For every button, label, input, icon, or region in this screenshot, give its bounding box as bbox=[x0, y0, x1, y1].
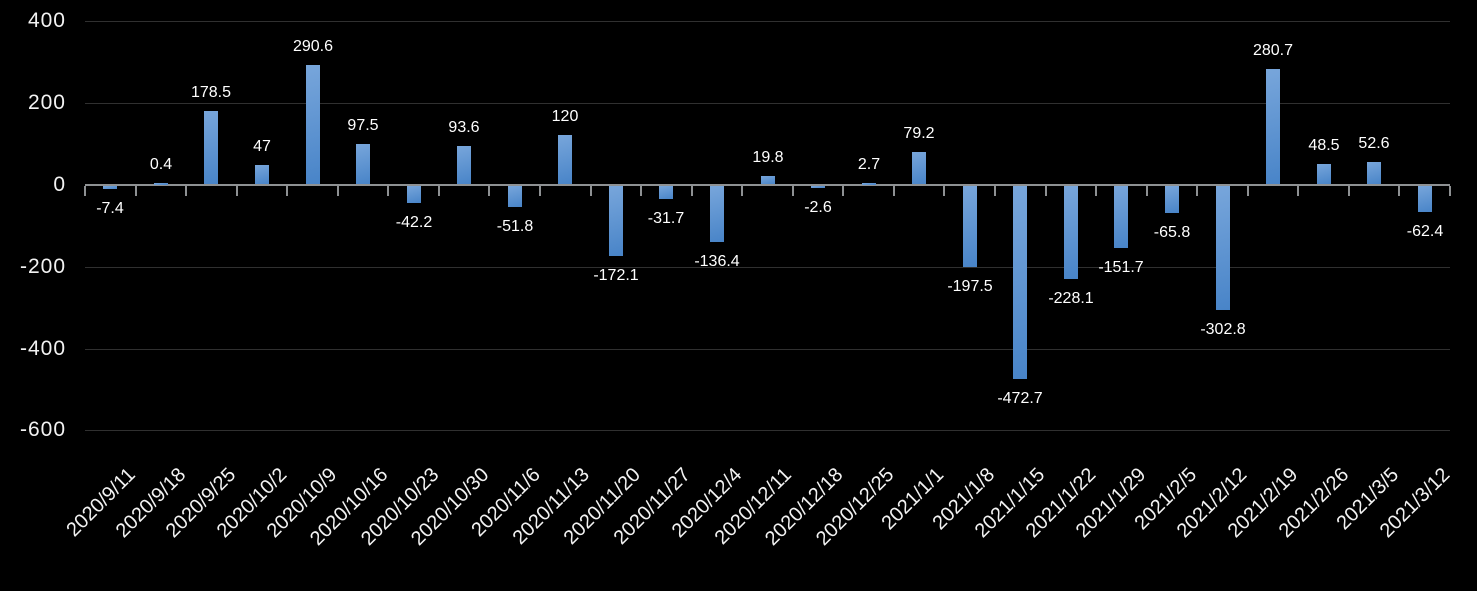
bar-value-label: 93.6 bbox=[448, 119, 480, 136]
x-axis-tick-mark bbox=[1398, 186, 1400, 196]
x-axis-tick-mark bbox=[1095, 186, 1097, 196]
x-axis-tick-mark bbox=[185, 186, 187, 196]
x-axis-tick-mark bbox=[590, 186, 592, 196]
bar-value-label: -472.7 bbox=[997, 390, 1043, 407]
bar-value-label: 2.7 bbox=[857, 156, 881, 173]
bar-value-label: -302.8 bbox=[1200, 321, 1246, 338]
bar-value-label: -31.7 bbox=[647, 210, 685, 227]
x-axis-tick-mark bbox=[337, 186, 339, 196]
bar bbox=[508, 186, 522, 207]
y-tick-label: 200 bbox=[27, 91, 66, 114]
x-axis-tick-mark bbox=[1297, 186, 1299, 196]
bar bbox=[963, 186, 977, 267]
bar-value-label: 79.2 bbox=[903, 125, 935, 142]
x-axis-tick-mark bbox=[84, 186, 86, 196]
bar bbox=[609, 186, 623, 256]
x-axis-tick-mark bbox=[893, 186, 895, 196]
bar-value-label: 19.8 bbox=[752, 149, 784, 166]
bar bbox=[1317, 164, 1331, 184]
x-axis-tick-mark bbox=[135, 186, 137, 196]
x-axis-tick-mark bbox=[236, 186, 238, 196]
x-axis-tick-mark bbox=[842, 186, 844, 196]
bar bbox=[1114, 186, 1128, 248]
y-tick-label: -400 bbox=[19, 337, 66, 360]
bar-value-label: -151.7 bbox=[1098, 259, 1144, 276]
x-axis-tick-mark bbox=[286, 186, 288, 196]
bar bbox=[1064, 186, 1078, 279]
x-axis-tick-mark bbox=[994, 186, 996, 196]
bar-value-label: 47 bbox=[253, 138, 271, 155]
x-axis-tick-mark bbox=[539, 186, 541, 196]
bar-value-label: -172.1 bbox=[593, 267, 639, 284]
bar bbox=[558, 135, 572, 184]
x-axis-line bbox=[85, 184, 1450, 186]
bar bbox=[1165, 186, 1179, 213]
gridline bbox=[85, 267, 1450, 268]
bar bbox=[1367, 162, 1381, 184]
bar bbox=[811, 186, 825, 188]
gridline bbox=[85, 103, 1450, 104]
x-axis-tick-mark bbox=[1247, 186, 1249, 196]
bar bbox=[659, 186, 673, 199]
x-axis-tick-mark bbox=[488, 186, 490, 196]
y-tick-label: 0 bbox=[53, 173, 66, 196]
x-axis-tick-mark bbox=[741, 186, 743, 196]
x-axis-tick-mark bbox=[1146, 186, 1148, 196]
bar bbox=[457, 146, 471, 184]
bar-value-label: -228.1 bbox=[1048, 290, 1094, 307]
bar bbox=[1266, 69, 1280, 184]
x-axis-tick-mark bbox=[943, 186, 945, 196]
x-axis-tick-mark bbox=[640, 186, 642, 196]
bar bbox=[761, 176, 775, 184]
bar-value-label: -7.4 bbox=[96, 200, 124, 217]
bar bbox=[912, 152, 926, 184]
bar bbox=[710, 186, 724, 242]
bar bbox=[154, 183, 168, 185]
bar bbox=[204, 111, 218, 184]
y-tick-label: -200 bbox=[19, 255, 66, 278]
x-axis-tick-mark bbox=[1196, 186, 1198, 196]
bar-value-label: -51.8 bbox=[496, 218, 534, 235]
bar-value-label: 290.6 bbox=[292, 38, 334, 55]
bar-value-label: 97.5 bbox=[347, 117, 379, 134]
bar-value-label: -2.6 bbox=[804, 199, 832, 216]
y-tick-label: 400 bbox=[27, 9, 66, 32]
bar bbox=[1013, 186, 1027, 379]
gridline bbox=[85, 349, 1450, 350]
bar bbox=[255, 165, 269, 184]
bar-value-label: 280.7 bbox=[1252, 42, 1294, 59]
x-axis-tick-mark bbox=[792, 186, 794, 196]
bar-value-label: 52.6 bbox=[1358, 135, 1390, 152]
bar bbox=[306, 65, 320, 184]
bar bbox=[356, 144, 370, 184]
bar bbox=[1418, 186, 1432, 212]
bar bbox=[1216, 186, 1230, 310]
x-axis-tick-mark bbox=[1449, 186, 1451, 196]
gridline bbox=[85, 430, 1450, 431]
x-axis-tick-mark bbox=[1045, 186, 1047, 196]
bar-value-label: 120 bbox=[551, 108, 579, 125]
bar bbox=[103, 186, 117, 189]
bar-value-label: -197.5 bbox=[947, 278, 993, 295]
x-axis-tick-mark bbox=[1348, 186, 1350, 196]
bar-value-label: 48.5 bbox=[1308, 137, 1340, 154]
x-axis-tick-mark bbox=[691, 186, 693, 196]
bar bbox=[407, 186, 421, 203]
y-tick-label: -600 bbox=[19, 418, 66, 441]
bar-value-label: 178.5 bbox=[190, 84, 232, 101]
bar bbox=[862, 183, 876, 185]
bar-value-label: -136.4 bbox=[694, 253, 740, 270]
bar-value-label: 0.4 bbox=[149, 156, 173, 173]
gridline bbox=[85, 21, 1450, 22]
bar-value-label: -62.4 bbox=[1406, 223, 1444, 240]
bar-value-label: -65.8 bbox=[1153, 224, 1191, 241]
bar-value-label: -42.2 bbox=[395, 214, 433, 231]
x-axis-tick-mark bbox=[438, 186, 440, 196]
x-axis-tick-mark bbox=[387, 186, 389, 196]
